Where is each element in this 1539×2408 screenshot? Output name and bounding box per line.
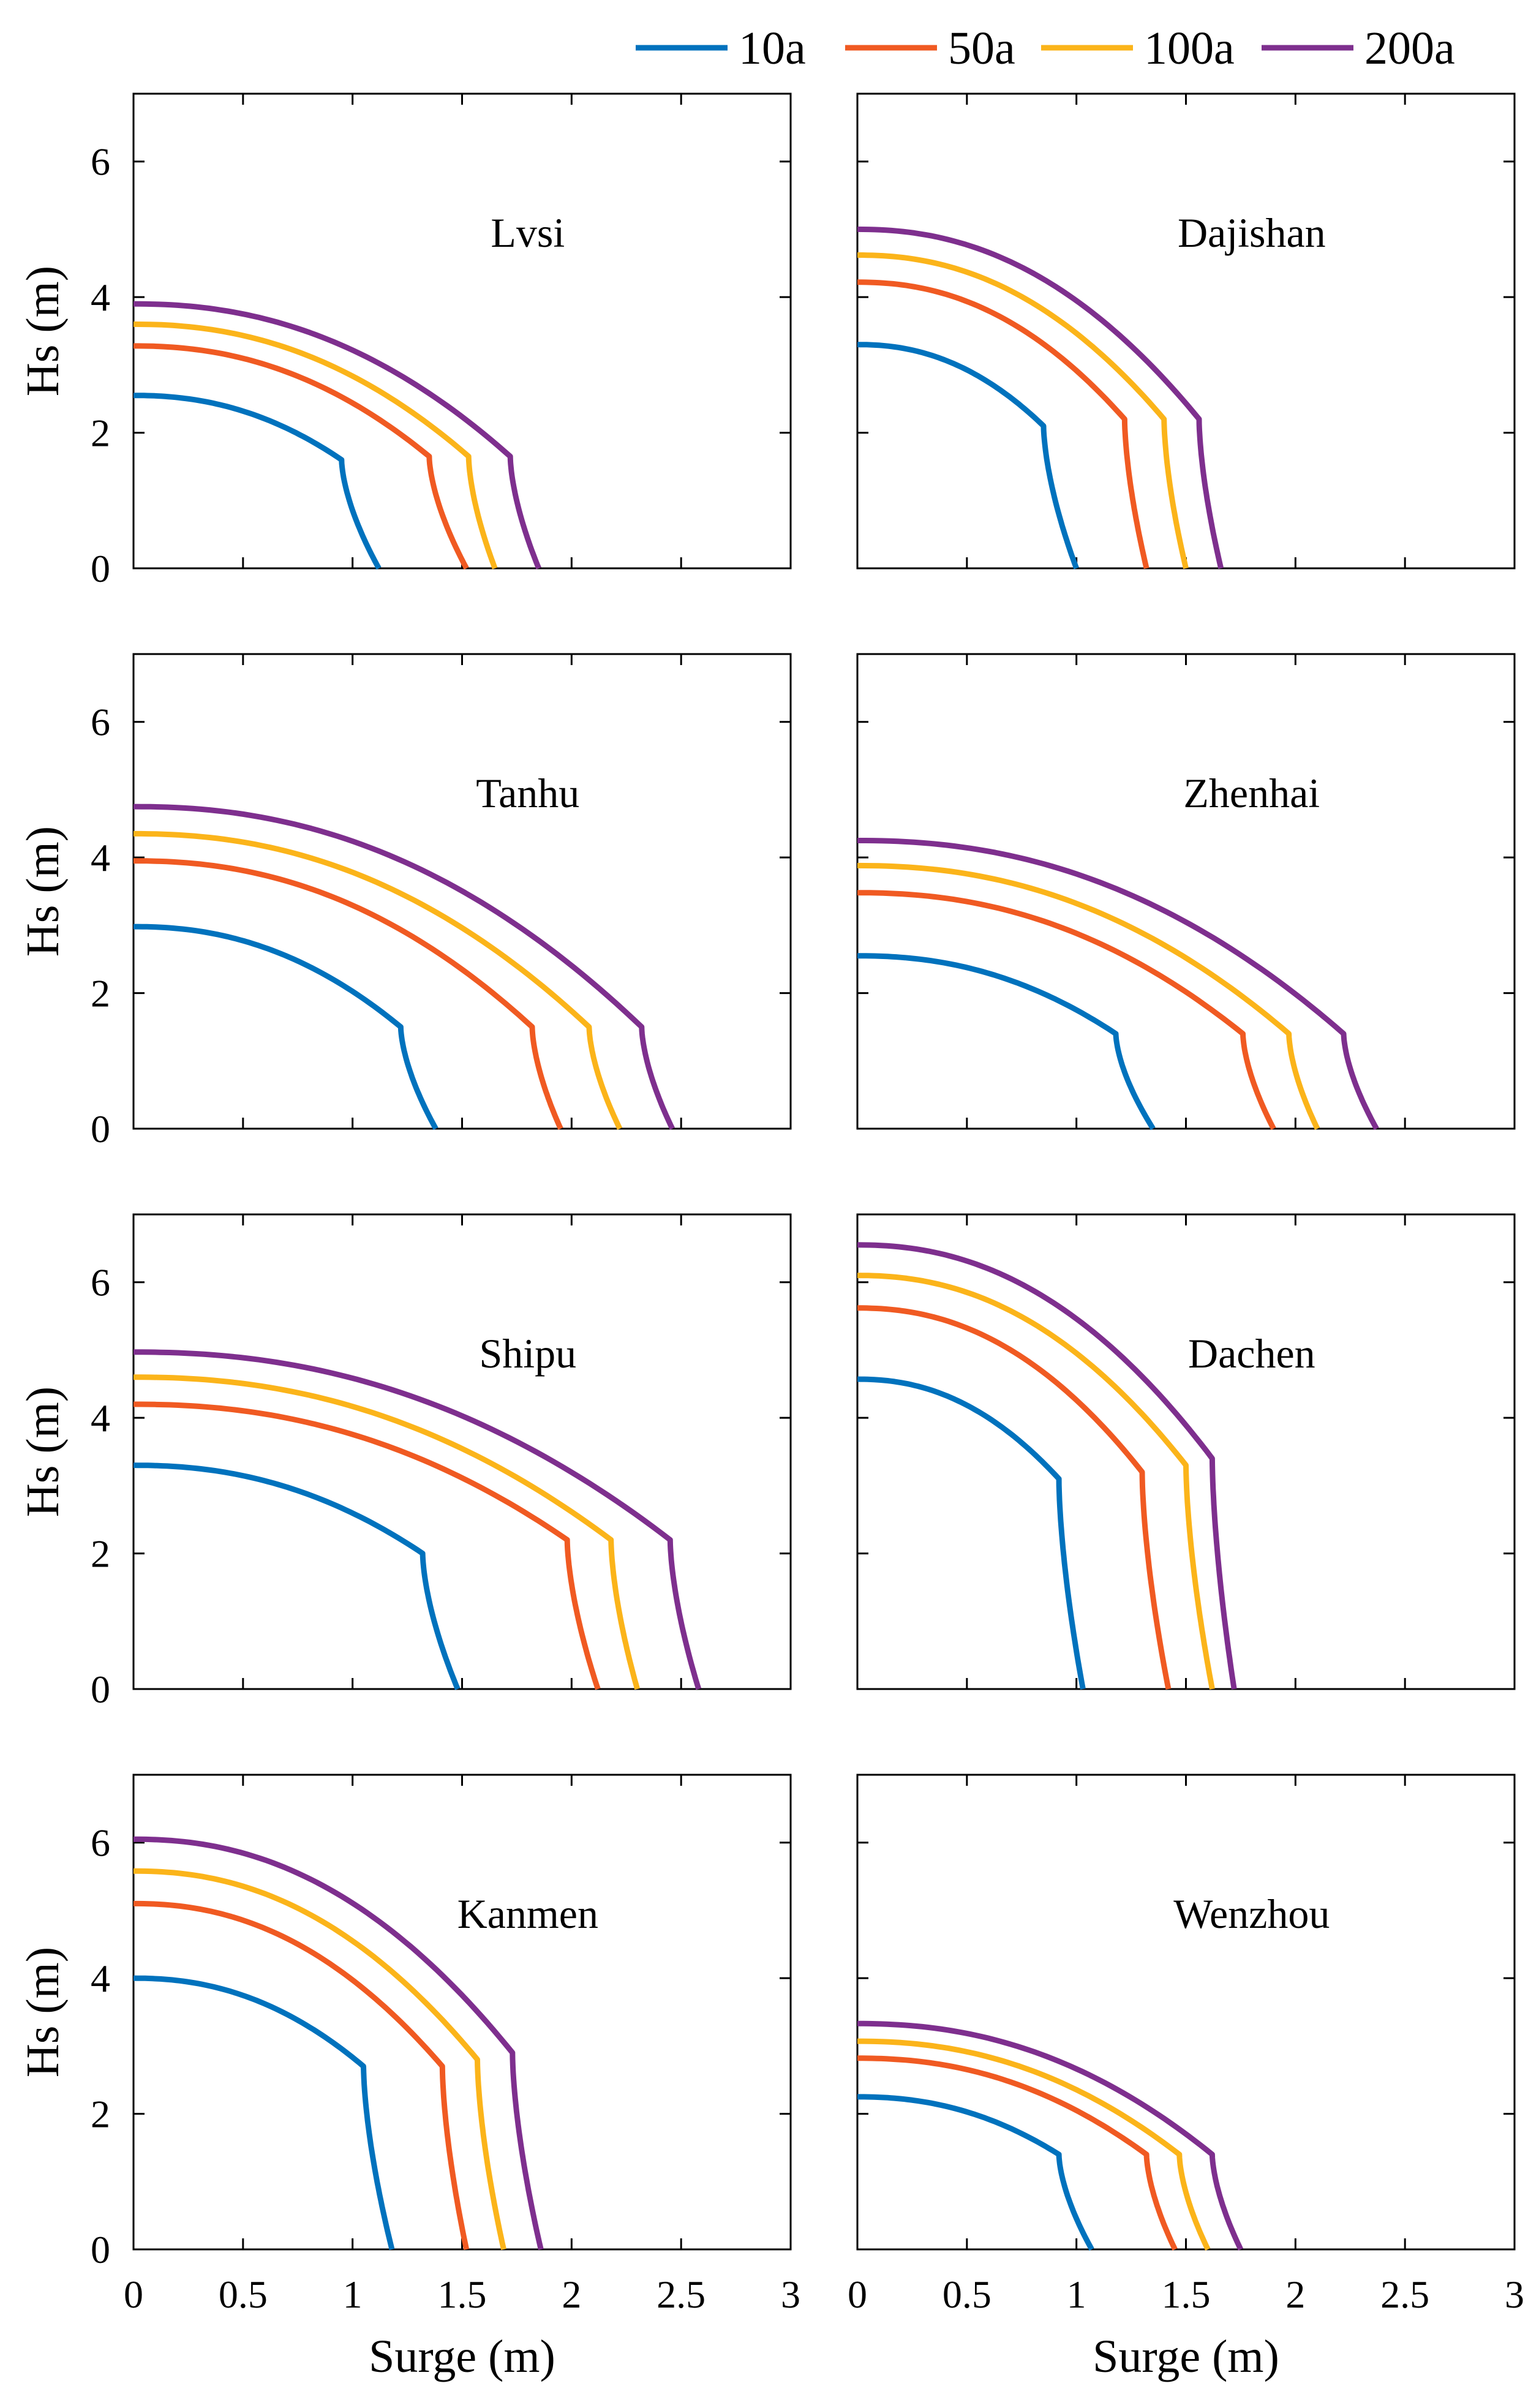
station-label: Wenzhou [1173,1891,1330,1937]
legend: 10a 50a 100a 200a [636,23,1455,74]
station-label: Kanmen [457,1891,598,1937]
series-line-100a [857,252,1189,570]
panel-shipu: 0 2 4 6 Hs (m) Shipu [17,1213,792,1711]
station-label: Zhenhai [1183,770,1320,816]
x-tick-label: 1 [343,2273,363,2316]
y-tick-label: 6 [91,140,110,184]
panels: 0 2 4 6 Hs (m) Lvsi Dajishan 0 2 4 6 Hs (m) Tanhu Zhe… [17,92,1524,2382]
series-line-100a [857,862,1320,1130]
y-axis-label: Hs (m) [17,1947,69,2077]
series-line-10a [857,953,1156,1131]
series-line-100a [857,2038,1211,2251]
y-tick-label: 4 [91,1396,110,1440]
y-tick-label: 0 [91,547,110,590]
panel-lvsi: 0 2 4 6 Hs (m) Lvsi [17,92,792,590]
series-line-200a [857,2020,1243,2251]
panel-zhenhai: Zhenhai [856,653,1516,1131]
x-tick-label: 2 [562,2273,581,2316]
y-tick-label: 4 [91,1957,110,2000]
x-tick-label: 1.5 [438,2273,487,2316]
y-tick-label: 2 [91,2093,110,2136]
series-line-50a [857,2055,1178,2251]
series-line-50a [857,279,1150,570]
series-line-50a [857,1305,1172,1690]
series-line-10a [134,393,382,570]
y-tick-label: 2 [91,412,110,455]
x-tick-label: 0.5 [943,2273,992,2316]
y-tick-label: 2 [91,972,110,1015]
legend-label-10a: 10a [739,23,806,74]
x-tick-label: 1.5 [1162,2273,1211,2316]
series-line-10a [857,342,1079,570]
x-tick-label: 3 [1505,2273,1524,2316]
station-label: Tanhu [476,770,579,816]
series-line-200a [133,803,675,1130]
panel-tanhu: 0 2 4 6 Hs (m) Tanhu [17,653,792,1151]
series-line-200a [134,1836,544,2251]
series-line-50a [134,1401,601,1690]
legend-label-200a: 200a [1364,23,1455,74]
legend-label-100a: 100a [1144,23,1235,74]
series-line-100a [133,321,498,570]
series-line-200a [134,301,541,570]
y-axis-label: Hs (m) [17,1386,69,1517]
x-tick-label: 0.5 [219,2273,268,2316]
x-tick-label: 1 [1067,2273,1086,2316]
x-tick-label: 3 [781,2273,800,2316]
y-tick-label: 6 [91,1821,110,1865]
x-tick-label: 2.5 [1380,2273,1429,2316]
series-line-10a [857,1376,1086,1690]
series-line-50a [134,343,469,570]
x-axis-label: Surge (m) [369,2331,555,2382]
x-tick-label: 2.5 [657,2273,706,2316]
station-label: Dajishan [1178,209,1326,256]
station-label: Lvsi [491,209,565,256]
y-tick-label: 4 [91,276,110,319]
x-tick-label: 0 [124,2273,143,2316]
series-line-10a [134,924,438,1131]
station-label: Shipu [479,1330,576,1377]
series-line-10a [857,2094,1094,2251]
series-line-200a [857,838,1379,1131]
y-tick-label: 0 [91,1107,110,1151]
legend-label-50a: 50a [948,23,1015,74]
panel-wenzhou: 0 0.5 1 1.5 2 2.5 3 Surge (m) Wenzhou [848,1774,1524,2382]
series-line-50a [134,1900,470,2250]
series-line-10a [133,1462,461,1690]
y-axis-label: Hs (m) [17,826,69,957]
series-line-200a [857,226,1224,570]
series-line-10a [133,1975,395,2251]
y-axis-label: Hs (m) [17,266,69,396]
series-line-100a [857,1273,1215,1690]
x-axis-label: Surge (m) [1093,2331,1279,2382]
panel-kanmen: 0 2 4 6 Hs (m) 0 0.5 1 1.5 2 2.5 3 Surge (m) Kanmen [17,1774,800,2382]
y-tick-label: 0 [91,1668,110,1711]
x-tick-label: 2 [1285,2273,1305,2316]
y-tick-label: 6 [91,701,110,744]
series-line-50a [134,858,563,1130]
y-tick-label: 0 [91,2228,110,2271]
panel-dajishan: Dajishan [856,92,1516,570]
series-line-100a [134,830,623,1130]
station-label: Dachen [1188,1330,1315,1377]
y-tick-label: 6 [91,1261,110,1304]
series-line-50a [857,890,1276,1131]
panel-dachen: Dachen [856,1213,1516,1690]
series-line-200a [857,1242,1237,1690]
y-tick-label: 2 [91,1532,110,1576]
x-tick-label: 0 [848,2273,867,2316]
series-line-200a [134,1349,702,1690]
y-tick-label: 4 [91,836,110,879]
series-line-100a [134,1374,640,1690]
series-line-100a [133,1868,506,2250]
